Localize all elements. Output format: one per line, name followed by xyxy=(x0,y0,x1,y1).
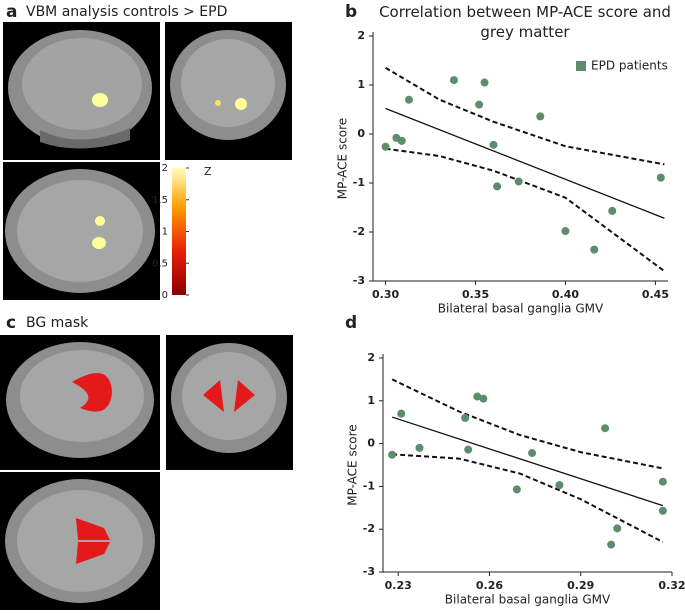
data-point xyxy=(381,142,390,151)
y-tick-label: -1 xyxy=(353,176,365,189)
x-axis-label: Bilateral basal ganglia GMV xyxy=(438,302,604,316)
y-tick-label: -3 xyxy=(363,565,375,578)
data-point xyxy=(590,245,599,254)
data-point xyxy=(613,524,622,533)
data-point xyxy=(473,392,482,401)
data-point xyxy=(608,206,617,215)
data-point xyxy=(480,78,489,87)
confidence-upper xyxy=(385,66,665,166)
y-axis-label: MP-ACE score xyxy=(346,424,360,505)
y-tick-label: 1 xyxy=(357,78,365,91)
y-axis-label: MP-ACE score xyxy=(336,118,350,199)
data-point xyxy=(607,540,616,549)
panel-label: a xyxy=(6,2,17,22)
data-point xyxy=(658,506,667,515)
y-tick-label: -3 xyxy=(353,274,365,287)
data-point xyxy=(475,100,484,109)
data-point xyxy=(489,140,498,149)
colorbar-tick-label: 2 xyxy=(162,163,168,174)
y-tick-label: -2 xyxy=(353,225,365,238)
data-point xyxy=(512,485,521,494)
x-tick-label: 0.40 xyxy=(552,288,579,301)
y-tick-label: 2 xyxy=(367,351,375,364)
data-point xyxy=(464,445,473,454)
y-tick-label: 0 xyxy=(367,437,375,450)
legend-swatch xyxy=(576,61,586,71)
data-point xyxy=(528,449,537,458)
colorbar-tick-label: 1 xyxy=(162,227,168,238)
panel-label: d xyxy=(345,313,357,333)
fit-line xyxy=(385,107,665,219)
fit-line xyxy=(391,416,664,507)
colorbar-tick-label: 0.5 xyxy=(152,258,168,269)
data-point xyxy=(397,136,406,145)
data-point xyxy=(449,76,458,85)
panel-label: b xyxy=(345,2,357,22)
x-tick-label: 0.26 xyxy=(476,579,503,592)
confidence-lower xyxy=(385,147,665,273)
chart-title: Correlation between MP-ACE score and gre… xyxy=(379,3,671,41)
data-point xyxy=(601,424,610,433)
data-point xyxy=(388,450,397,459)
x-tick-label: 0.45 xyxy=(642,288,669,301)
x-tick-label: 0.23 xyxy=(385,579,412,592)
x-tick-label: 0.29 xyxy=(567,579,594,592)
colorbar-label: Z xyxy=(204,165,212,178)
x-tick-label: 0.35 xyxy=(462,288,489,301)
data-point xyxy=(658,477,667,486)
panel-label: c xyxy=(6,313,16,333)
data-point xyxy=(514,177,523,186)
data-point xyxy=(397,409,406,418)
colorbar-tick-label: 1.5 xyxy=(152,195,168,206)
confidence-lower xyxy=(392,453,664,543)
confidence-upper xyxy=(391,378,664,470)
data-point xyxy=(561,227,570,236)
data-point xyxy=(415,443,424,452)
y-tick-label: -2 xyxy=(363,522,375,535)
x-axis-label: Bilateral basal ganglia GMV xyxy=(445,593,611,607)
panel-title: BG mask xyxy=(26,315,89,331)
brain-images-a xyxy=(3,22,292,300)
data-point xyxy=(493,182,502,191)
colorbar-tick-label: 0 xyxy=(162,290,168,301)
y-tick-label: -1 xyxy=(363,479,375,492)
y-tick-label: 1 xyxy=(367,394,375,407)
brain-images-c xyxy=(0,335,293,610)
y-tick-label: 0 xyxy=(357,127,365,140)
x-tick-label: 0.32 xyxy=(658,579,685,592)
data-point xyxy=(479,394,488,403)
y-tick-label: 2 xyxy=(357,29,365,42)
data-point xyxy=(404,95,413,104)
panel-title: VBM analysis controls > EPD xyxy=(26,4,227,20)
x-tick-label: 0.30 xyxy=(372,288,399,301)
legend-label: EPD patients xyxy=(591,59,668,73)
data-point xyxy=(555,481,564,490)
data-point xyxy=(536,112,545,121)
data-point xyxy=(461,413,470,422)
data-point xyxy=(656,173,665,182)
